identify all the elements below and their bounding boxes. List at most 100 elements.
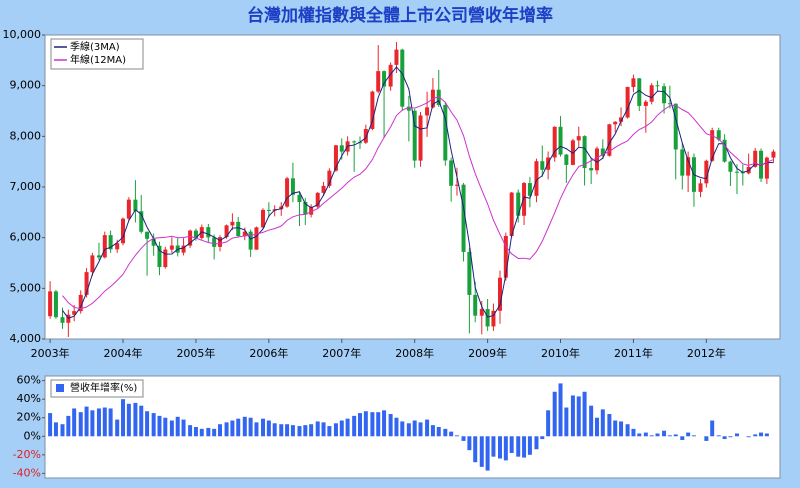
bar xyxy=(509,436,514,453)
bar xyxy=(503,436,508,461)
candle-body xyxy=(753,150,758,167)
bar xyxy=(108,408,113,437)
candle-body xyxy=(710,130,715,161)
bar xyxy=(126,403,131,437)
bar xyxy=(102,407,107,437)
bar xyxy=(382,410,387,437)
bar xyxy=(315,421,320,437)
candle-body xyxy=(479,309,484,316)
bar xyxy=(175,416,180,437)
bar xyxy=(345,418,350,437)
x-tick-label: 2009年 xyxy=(468,346,507,360)
bar xyxy=(619,421,624,437)
bar xyxy=(279,424,284,437)
candle-body xyxy=(157,245,162,268)
legend-label: 季線(3MA) xyxy=(70,40,120,53)
candle-body xyxy=(412,110,417,161)
bar xyxy=(199,428,204,437)
candle-body xyxy=(193,230,198,238)
legend-label: 年線(12MA) xyxy=(70,53,126,66)
bar xyxy=(248,417,253,437)
bar xyxy=(236,418,241,437)
candle-body xyxy=(667,103,672,105)
candle-body xyxy=(576,136,581,141)
bar xyxy=(230,420,235,437)
candle-body xyxy=(358,142,362,144)
bar xyxy=(704,436,709,441)
bar xyxy=(370,412,375,437)
candle-body xyxy=(53,291,58,318)
candle-body xyxy=(613,121,618,125)
bar xyxy=(388,414,393,437)
x-tick-label: 2004年 xyxy=(104,346,143,360)
legend-box xyxy=(50,379,144,398)
legend-label: 營收年增率(%) xyxy=(70,381,137,394)
bar xyxy=(449,431,454,437)
candle-body xyxy=(619,117,624,122)
candle-body xyxy=(290,178,295,195)
candle-body xyxy=(655,85,660,87)
bar xyxy=(710,420,715,437)
bar xyxy=(206,427,211,437)
bar xyxy=(498,436,502,459)
bar xyxy=(540,436,545,440)
candle-body xyxy=(734,171,739,173)
bar xyxy=(224,422,229,437)
bar xyxy=(552,391,557,437)
x-tick-label: 2003年 xyxy=(31,346,70,360)
candle-body xyxy=(285,178,290,207)
y-tick-label: 10,000 xyxy=(3,28,42,41)
candle-body xyxy=(60,317,65,323)
moving-average-line xyxy=(62,66,774,319)
candle-body xyxy=(698,183,703,192)
candle-body xyxy=(637,78,642,106)
chart-title: 台灣加權指數與全體上市公司營收年增率 xyxy=(247,5,553,26)
bar xyxy=(546,410,551,437)
x-tick-label: 2008年 xyxy=(395,346,434,360)
y-tick-label: 7,000 xyxy=(10,180,42,193)
bar xyxy=(121,399,126,437)
candle-body xyxy=(84,272,89,295)
candle-body xyxy=(133,199,138,212)
candle-body xyxy=(582,136,587,169)
candle-body xyxy=(649,85,654,102)
bar xyxy=(406,423,411,437)
candle-body xyxy=(436,89,441,105)
candle-body xyxy=(333,145,338,171)
bar xyxy=(491,436,496,457)
x-tick-label: 2010年 xyxy=(541,346,580,360)
candle-body xyxy=(473,294,478,316)
candle-body xyxy=(169,245,174,250)
candle-body xyxy=(673,103,678,150)
candle-body xyxy=(454,184,459,186)
bar xyxy=(582,391,587,437)
candle-body xyxy=(509,192,514,236)
bar xyxy=(649,435,654,437)
y-tick-label: 4,000 xyxy=(10,332,42,345)
candle-body xyxy=(370,91,375,129)
candle-body xyxy=(418,115,423,161)
bar xyxy=(637,433,642,437)
candle-body xyxy=(491,310,496,327)
bar xyxy=(527,436,532,455)
candle-body xyxy=(643,101,648,106)
bar xyxy=(746,436,751,438)
candle-body xyxy=(425,107,430,116)
bar xyxy=(400,421,405,437)
bar xyxy=(522,436,527,458)
bar xyxy=(358,413,362,437)
candle-body xyxy=(212,237,217,247)
bar xyxy=(625,424,630,437)
candle-body xyxy=(716,130,721,140)
bar xyxy=(363,411,368,437)
legend-swatch xyxy=(56,384,64,392)
bar xyxy=(212,428,217,437)
bar xyxy=(285,424,290,437)
candle-body xyxy=(163,249,168,268)
candle-body xyxy=(218,237,222,247)
candle-body xyxy=(327,170,332,186)
bar xyxy=(181,419,186,437)
candle-body xyxy=(589,168,594,171)
bar xyxy=(163,417,168,437)
